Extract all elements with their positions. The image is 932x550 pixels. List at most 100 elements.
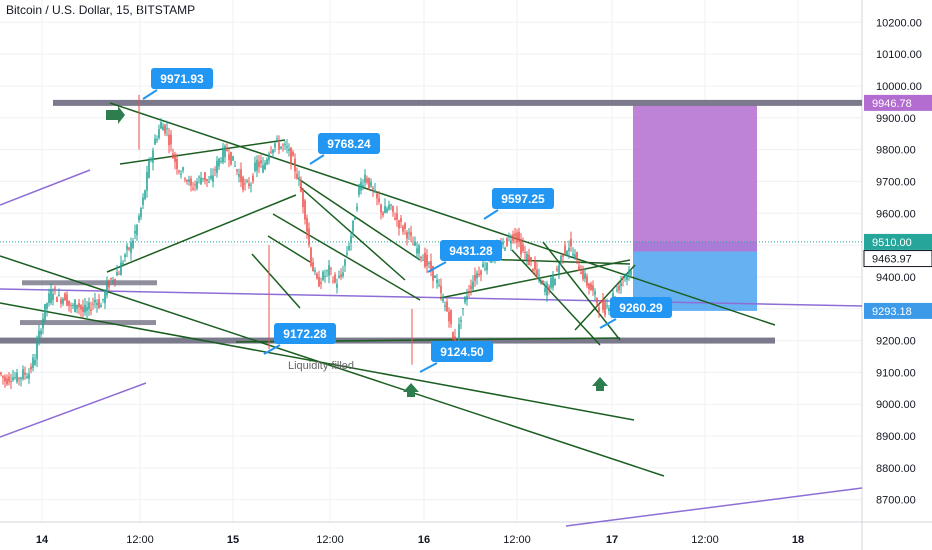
tag-label: 9946.78	[872, 98, 912, 110]
candle-body	[616, 289, 618, 291]
candle-body	[264, 163, 266, 170]
candle-body	[258, 161, 260, 168]
trend-line	[299, 179, 421, 261]
tag-box	[863, 250, 932, 268]
candle-body	[586, 276, 588, 286]
candle-body	[314, 270, 316, 272]
candle-body	[8, 376, 10, 382]
candle-body	[6, 378, 8, 385]
tag-box	[864, 302, 932, 319]
candle-body	[162, 126, 164, 131]
price-tick-label: 9700.00	[876, 176, 916, 188]
candle-body	[300, 181, 302, 192]
price-callout: 9172.28	[263, 323, 336, 355]
candle-body	[154, 138, 156, 145]
candle-body	[510, 240, 512, 244]
candle-body	[198, 176, 200, 178]
candle-body	[326, 270, 328, 272]
candle-body	[52, 294, 54, 300]
candle-body	[332, 280, 334, 282]
candle-body	[574, 254, 576, 259]
candle-body	[530, 257, 532, 262]
candle-body	[368, 177, 370, 189]
candle-body	[134, 230, 136, 234]
candle-body	[346, 252, 348, 255]
candle-body	[342, 272, 344, 277]
tag-label: 9510.00	[872, 237, 912, 249]
candle-body	[276, 138, 278, 140]
trend-line	[0, 302, 635, 421]
candle-body	[420, 256, 422, 259]
callout-label: 9124.50	[440, 345, 484, 359]
candle-body	[386, 208, 388, 213]
callout-label: 9768.24	[327, 137, 371, 151]
callout-label: 9597.25	[501, 192, 545, 206]
candle-body	[74, 299, 76, 313]
trend-line	[106, 194, 297, 273]
candle-body	[38, 330, 40, 341]
price-scale-tag: 9293.18	[864, 302, 932, 319]
candle-body	[512, 234, 514, 241]
callout-box	[610, 297, 672, 318]
callout-label: 9172.28	[283, 327, 327, 341]
candle-body	[132, 240, 134, 248]
callout-pointer	[142, 89, 158, 100]
candle-body	[46, 303, 48, 309]
price-scale-tag: 9946.78	[864, 94, 932, 111]
candle-body	[174, 154, 176, 162]
candle-body	[440, 285, 442, 293]
candle-body	[28, 373, 30, 379]
candle-body	[274, 143, 276, 148]
candle-body	[562, 255, 564, 257]
candle-body	[432, 266, 434, 281]
candle-body	[106, 281, 108, 296]
candle-body	[394, 217, 396, 220]
callout-pointer	[599, 318, 617, 329]
candle-body	[416, 248, 418, 254]
candle-body	[84, 304, 86, 313]
callout-pointer	[427, 261, 447, 273]
candle-body	[540, 281, 542, 285]
candle-body	[20, 377, 22, 380]
candle-body	[378, 198, 380, 202]
candle-body	[170, 134, 172, 145]
trend-line	[267, 235, 311, 263]
candle-body	[334, 274, 336, 283]
candle-body	[308, 228, 310, 245]
candle-body	[298, 177, 300, 180]
candle-body	[630, 270, 632, 276]
candle-body	[410, 232, 412, 236]
candle-body	[612, 293, 614, 301]
candle-body	[34, 359, 36, 365]
candle-body	[548, 286, 550, 291]
candle-body	[364, 174, 366, 183]
candle-body	[202, 177, 204, 179]
candle-body	[522, 244, 524, 251]
candle-body	[370, 181, 372, 187]
candle-body	[194, 184, 196, 186]
candle-body	[0, 372, 2, 375]
candle-body	[382, 212, 384, 216]
candle-body	[556, 268, 558, 271]
candle-body	[78, 303, 80, 308]
candle-body	[356, 206, 358, 210]
candle-body	[224, 146, 226, 158]
candle-body	[280, 146, 282, 149]
trend-line	[109, 102, 776, 326]
candle-body	[504, 247, 506, 251]
candle-body	[404, 223, 406, 229]
candle-body	[600, 300, 602, 303]
candle-body	[306, 218, 308, 232]
candle-body	[598, 307, 600, 312]
candle-body	[310, 247, 312, 266]
candle-body	[270, 151, 272, 153]
candle-body	[204, 172, 206, 181]
time-tick-label: 15	[227, 534, 239, 546]
candle-body	[462, 308, 464, 310]
candle-body	[376, 193, 378, 199]
price-tick-label: 9600.00	[876, 208, 916, 220]
candle-body	[214, 169, 216, 171]
candle-body	[406, 232, 408, 239]
candle-body	[568, 247, 570, 252]
